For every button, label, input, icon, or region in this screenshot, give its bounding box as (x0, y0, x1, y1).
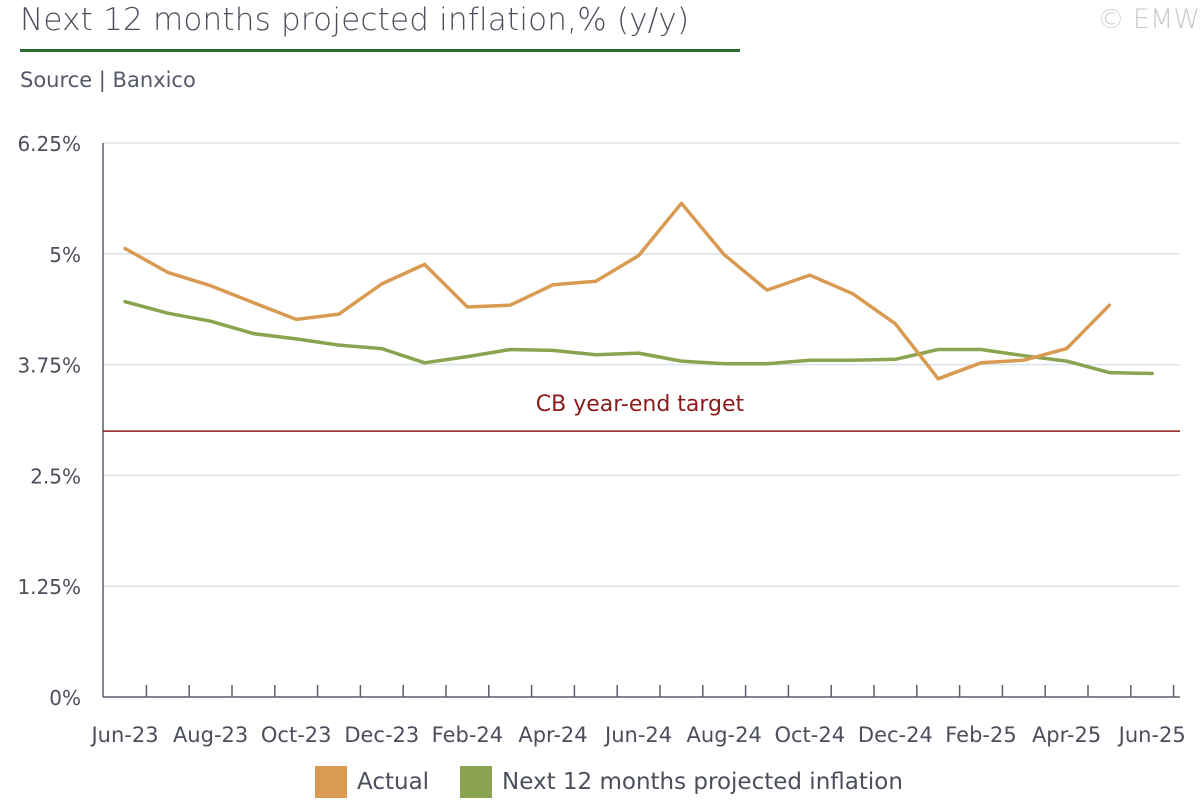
y-tick-label: 6.25% (17, 132, 81, 156)
inflation-line-chart: 0% 1.25% 2.5% 3.75% 5% 6.25% Jun-23 Aug-23 Oct-2… (17, 132, 1186, 747)
x-tick-label: Feb-25 (945, 723, 1016, 747)
legend-label-projected: Next 12 months projected inflation (502, 769, 903, 795)
y-tick-label: 2.5% (30, 464, 81, 488)
x-tick-label: Jun-23 (89, 723, 158, 747)
x-tick-label: Apr-25 (1032, 723, 1101, 747)
x-tick-label: Dec-23 (344, 723, 419, 747)
x-tick-label: Aug-23 (173, 723, 248, 747)
source-note: Source | Banxico (20, 68, 196, 92)
y-tick-label: 3.75% (17, 354, 81, 378)
title-underline (20, 49, 740, 52)
legend-label-actual: Actual (357, 769, 430, 795)
x-tick-label: Apr-24 (518, 723, 587, 747)
legend-item-projected: Next 12 months projected inflation (460, 766, 903, 798)
y-tick-label: 1.25% (17, 575, 81, 599)
x-tick-label: Jun-25 (1117, 723, 1186, 747)
x-tick-label: Oct-24 (774, 723, 845, 747)
x-tick-label: Aug-24 (687, 723, 762, 747)
series-line-projected (123, 299, 1154, 376)
copyright-notice: © EMW (1097, 4, 1200, 35)
y-tick-label: 5% (49, 243, 81, 267)
legend-swatch-actual (315, 766, 347, 798)
chart-legend: Actual Next 12 months projected inflatio… (0, 764, 1200, 800)
legend-swatch-projected (460, 766, 492, 798)
y-tick-label: 0% (49, 686, 81, 710)
target-line-label: CB year-end target (536, 392, 745, 417)
x-tick-label: Feb-24 (432, 723, 503, 747)
chart-title: Next 12 months projected inflation,% (y/… (20, 2, 690, 38)
series-line-actual (123, 201, 1112, 381)
legend-item-actual: Actual (315, 766, 429, 798)
x-tick-label: Oct-23 (261, 723, 332, 747)
x-tick-label: Dec-24 (858, 723, 933, 747)
x-tick-label: Jun-24 (603, 723, 672, 747)
